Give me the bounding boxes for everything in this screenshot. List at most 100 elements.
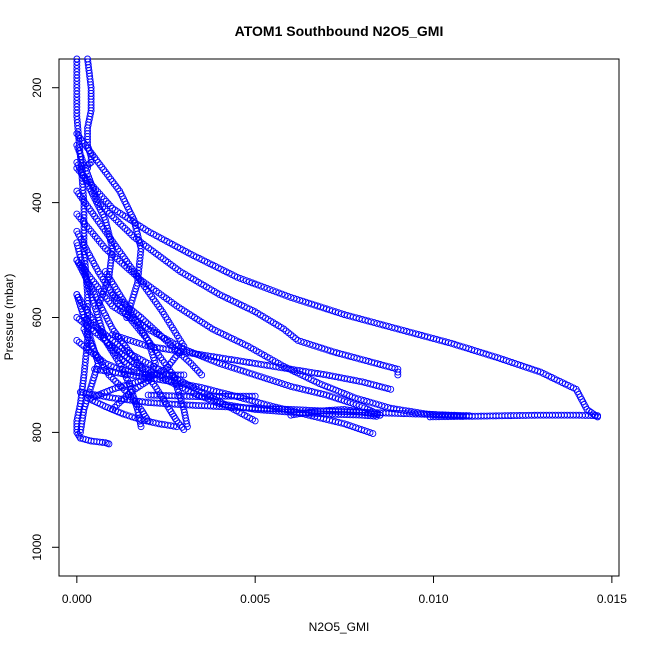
data-point: [326, 306, 333, 314]
data-point: [137, 423, 145, 431]
data-point: [126, 337, 134, 344]
data-point: [99, 358, 107, 365]
data-point: [318, 344, 326, 352]
data-point: [230, 364, 238, 372]
data-point: [198, 371, 206, 379]
data-point: [85, 317, 93, 325]
data-point: [82, 344, 90, 352]
data-point: [257, 373, 265, 381]
data-point: [315, 343, 323, 351]
data-point: [289, 333, 297, 341]
data-point: [132, 338, 140, 346]
data-point: [105, 209, 113, 217]
data-point: [87, 156, 95, 163]
data-point: [112, 377, 120, 385]
data-point: [124, 311, 132, 319]
data-point: [294, 337, 302, 344]
chart-title: ATOM1 Southbound N2O5_GMI: [235, 23, 444, 39]
data-point: [118, 384, 126, 392]
data-point: [323, 391, 330, 399]
data-point: [285, 329, 292, 337]
data-point: [87, 348, 95, 356]
data-point: [280, 325, 288, 333]
data-point: [312, 342, 320, 350]
data-point: [384, 385, 392, 393]
data-point: [76, 150, 84, 158]
data-point: [343, 398, 351, 406]
data-point: [103, 279, 111, 287]
data-point: [114, 380, 122, 388]
y-tick-label: 200: [30, 77, 44, 97]
data-point: [180, 353, 188, 361]
data-point: [387, 385, 395, 393]
data-point: [300, 338, 308, 346]
data-point: [125, 412, 133, 420]
data-point: [227, 363, 235, 371]
data-point: [114, 218, 122, 226]
data-point: [284, 292, 292, 300]
data-point: [175, 419, 182, 427]
data-point: [366, 429, 374, 437]
data-point: [92, 352, 100, 360]
data-point: [308, 300, 316, 308]
data-point: [331, 394, 339, 402]
data-point: [97, 327, 105, 335]
data-point: [95, 299, 103, 307]
data-point: [239, 367, 247, 375]
data-point: [331, 308, 339, 316]
data-point: [128, 268, 135, 276]
x-tick-label: 0.000: [62, 592, 92, 606]
data-point: [302, 298, 310, 306]
y-tick-label: 1000: [30, 534, 44, 561]
data-point: [128, 413, 136, 421]
data-point: [394, 371, 402, 379]
data-point: [117, 397, 125, 405]
data-point: [118, 356, 126, 364]
data-point: [233, 273, 241, 281]
data-point: [160, 334, 168, 342]
data-point: [90, 350, 97, 358]
data-point: [269, 377, 277, 385]
data-point: [296, 296, 304, 304]
data-point: [99, 438, 106, 446]
data-point: [591, 412, 598, 420]
data-point: [269, 287, 277, 295]
data-point: [245, 369, 253, 377]
data-point: [87, 319, 95, 327]
data-point: [109, 375, 117, 383]
data-point: [337, 396, 345, 404]
data-point: [281, 381, 289, 388]
data-point: [242, 368, 250, 376]
data-point: [121, 386, 128, 394]
data-point: [309, 341, 317, 349]
data-points: [73, 55, 602, 448]
data-point: [251, 392, 259, 400]
data-point: [73, 314, 81, 321]
data-point: [80, 314, 88, 321]
data-point: [113, 340, 121, 348]
data-point: [131, 414, 139, 422]
data-point: [151, 326, 159, 334]
data-point: [73, 141, 81, 149]
y-tick-label: 400: [30, 192, 44, 212]
data-point: [251, 280, 259, 288]
data-point: [465, 412, 473, 420]
data-point: [196, 369, 203, 377]
data-point: [183, 420, 191, 428]
data-point: [248, 370, 256, 378]
data-point: [182, 355, 190, 363]
data-point: [187, 360, 195, 367]
data-point: [106, 335, 114, 343]
data-point: [173, 423, 181, 431]
data-point: [94, 354, 102, 362]
data-point: [287, 293, 295, 301]
data-point: [193, 366, 201, 374]
data-point: [236, 366, 244, 374]
x-tick-label: 0.010: [419, 592, 449, 606]
data-point: [287, 331, 295, 339]
data-point: [120, 358, 128, 365]
data-point: [138, 340, 146, 348]
data-point: [115, 399, 123, 407]
data-point: [324, 346, 332, 354]
data-point: [125, 229, 133, 237]
